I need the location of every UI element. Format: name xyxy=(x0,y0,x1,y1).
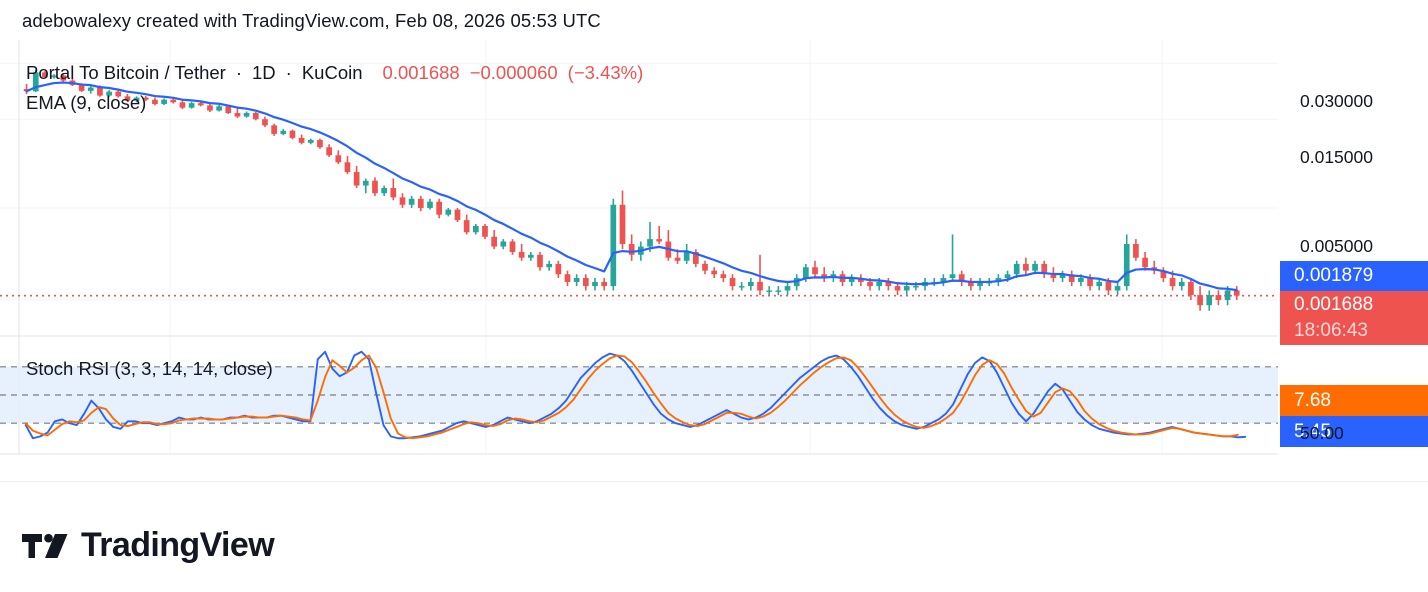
tradingview-logo[interactable]: TradingView xyxy=(22,526,275,565)
last-price-badge: 0.001688 18:06:43 xyxy=(1280,291,1428,345)
attribution-text: adebowalexy created with TradingView.com… xyxy=(22,10,601,31)
bar-countdown: 18:06:43 xyxy=(1294,320,1368,341)
chart-canvas[interactable] xyxy=(0,38,1428,480)
legend-interval[interactable]: 1D xyxy=(252,62,276,83)
legend-separator-1: · xyxy=(235,62,243,83)
price-axis-label: 0.005000 xyxy=(1300,235,1373,256)
tradingview-wordmark: TradingView xyxy=(81,526,275,564)
stoch-axis-label: 50.00 xyxy=(1300,423,1344,443)
legend-separator-2: · xyxy=(285,62,292,83)
price-axis-label: 0.030000 xyxy=(1300,91,1373,112)
legend-change-absolute: −0.000060 xyxy=(469,62,558,83)
stoch-d-value-badge: 7.68 xyxy=(1280,385,1428,416)
legend-symbol[interactable]: Portal To Bitcoin / Tether xyxy=(26,62,226,83)
legend-last-price: 0.001688 xyxy=(382,62,460,83)
tradingview-logo-icon xyxy=(22,533,68,558)
legend-change-percent: (−3.43%) xyxy=(567,62,644,83)
last-price-value: 0.001688 xyxy=(1294,294,1374,315)
legend-exchange[interactable]: KuCoin xyxy=(301,62,363,83)
chart-legend-ema[interactable]: EMA (9, close) xyxy=(26,92,147,113)
chart-legend-main[interactable]: Portal To Bitcoin / Tether · 1D · KuCoin 0.00… xyxy=(26,62,643,84)
stoch-k-value-badge: 5.45 xyxy=(1280,416,1428,447)
chart-area[interactable]: Portal To Bitcoin / Tether · 1D · KuCoin 0.00… xyxy=(0,38,1428,511)
price-axis-label: 0.015000 xyxy=(1300,147,1373,168)
chart-legend-stoch-rsi[interactable]: Stoch RSI (3, 3, 14, 14, close) xyxy=(26,358,273,379)
footer: TradingView xyxy=(0,481,1428,592)
ema-value-badge: 0.001879 xyxy=(1280,261,1428,291)
